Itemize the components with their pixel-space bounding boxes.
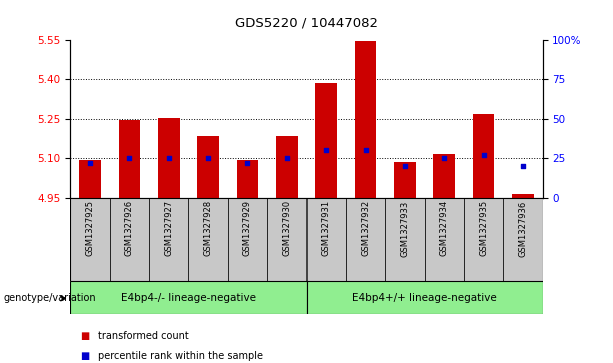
- Text: GSM1327931: GSM1327931: [322, 200, 330, 257]
- Bar: [385, 198, 424, 281]
- Bar: [70, 281, 306, 314]
- Point: [400, 163, 409, 169]
- Point: [204, 155, 213, 161]
- Bar: [355, 41, 376, 198]
- Bar: [79, 160, 101, 198]
- Text: ■: ■: [80, 331, 89, 341]
- Text: E4bp4+/+ lineage-negative: E4bp4+/+ lineage-negative: [352, 293, 497, 303]
- Bar: [346, 198, 385, 281]
- Bar: [424, 198, 464, 281]
- Text: GSM1327932: GSM1327932: [361, 200, 370, 257]
- Point: [321, 148, 331, 154]
- Text: E4bp4-/- lineage-negative: E4bp4-/- lineage-negative: [121, 293, 256, 303]
- Text: GSM1327934: GSM1327934: [440, 200, 449, 257]
- Bar: [237, 160, 258, 198]
- Text: GSM1327929: GSM1327929: [243, 200, 252, 256]
- Bar: [228, 198, 267, 281]
- Bar: [189, 198, 228, 281]
- Bar: [119, 120, 140, 198]
- Point: [124, 155, 134, 161]
- Bar: [276, 136, 298, 198]
- Bar: [394, 162, 416, 198]
- Point: [518, 163, 528, 169]
- Bar: [473, 114, 494, 198]
- Text: GSM1327927: GSM1327927: [164, 200, 173, 257]
- Text: GSM1327928: GSM1327928: [204, 200, 213, 257]
- Bar: [110, 198, 149, 281]
- Text: genotype/variation: genotype/variation: [3, 293, 96, 303]
- Point: [243, 160, 253, 166]
- Text: percentile rank within the sample: percentile rank within the sample: [98, 351, 263, 361]
- Text: GSM1327930: GSM1327930: [283, 200, 291, 257]
- Bar: [512, 194, 534, 198]
- Point: [85, 160, 95, 166]
- Bar: [433, 154, 455, 198]
- Text: GSM1327926: GSM1327926: [125, 200, 134, 257]
- Bar: [306, 198, 346, 281]
- Point: [440, 155, 449, 161]
- Point: [360, 148, 370, 154]
- Bar: [503, 198, 543, 281]
- Text: ■: ■: [80, 351, 89, 361]
- Text: GDS5220 / 10447082: GDS5220 / 10447082: [235, 16, 378, 29]
- Bar: [464, 198, 503, 281]
- Point: [479, 152, 489, 158]
- Text: GSM1327936: GSM1327936: [519, 200, 527, 257]
- Point: [164, 155, 173, 161]
- Bar: [306, 281, 543, 314]
- Bar: [315, 83, 337, 198]
- Bar: [158, 118, 180, 198]
- Text: GSM1327925: GSM1327925: [86, 200, 94, 256]
- Bar: [149, 198, 189, 281]
- Text: GSM1327933: GSM1327933: [400, 200, 409, 257]
- Bar: [70, 198, 110, 281]
- Text: GSM1327935: GSM1327935: [479, 200, 488, 257]
- Bar: [197, 136, 219, 198]
- Point: [282, 155, 292, 161]
- Text: transformed count: transformed count: [98, 331, 189, 341]
- Bar: [267, 198, 306, 281]
